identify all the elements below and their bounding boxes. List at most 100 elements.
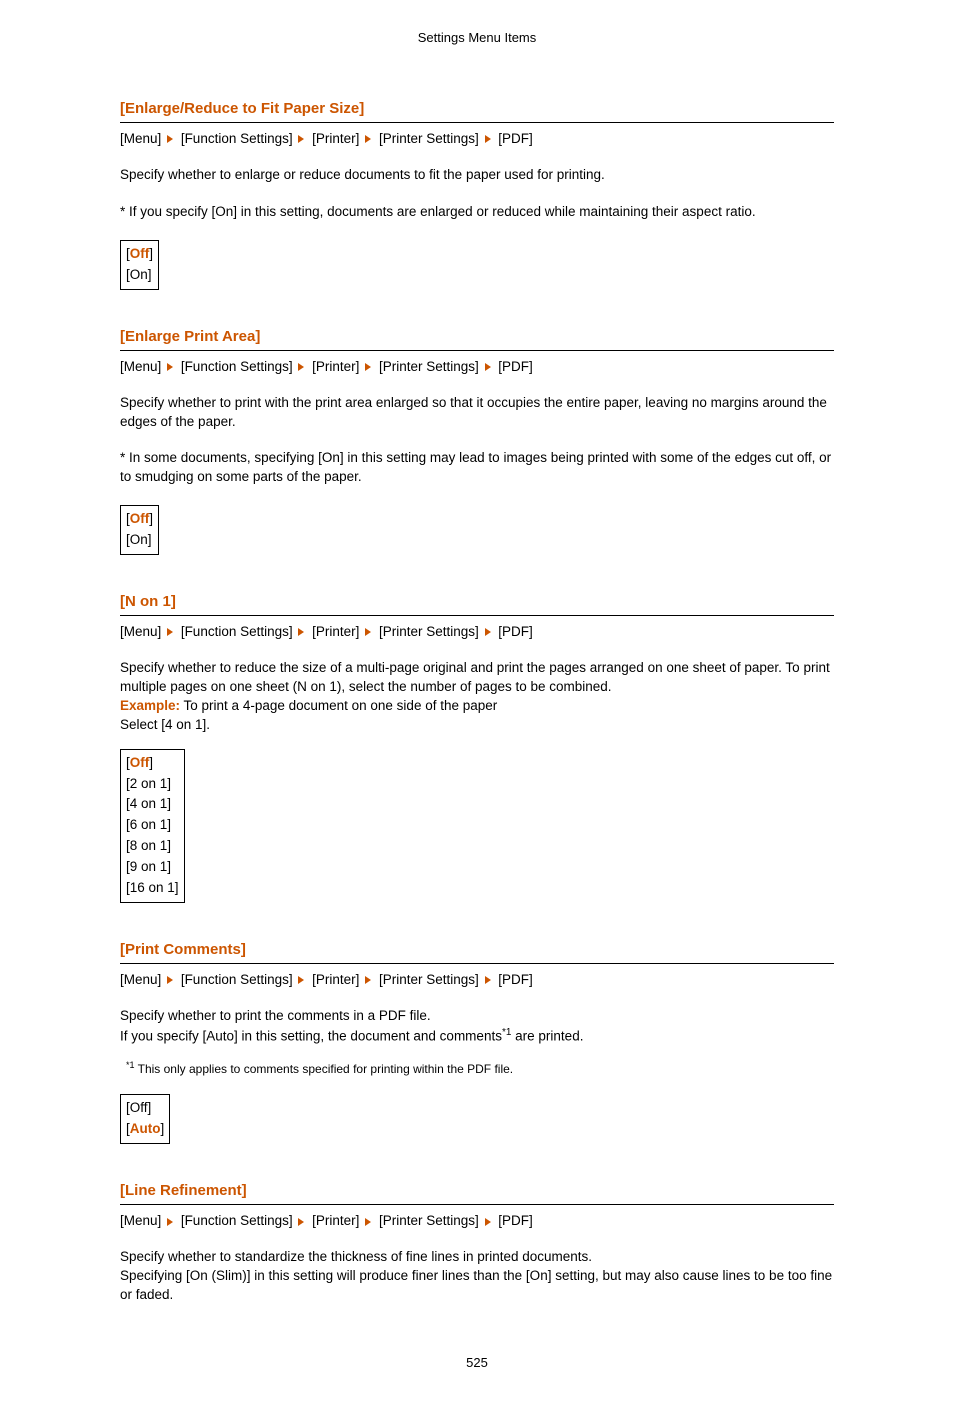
breadcrumb: [Menu] [Function Settings] [Printer] [Pr… [120, 131, 834, 146]
bc-item: [Printer Settings] [379, 131, 479, 146]
option-item: [9 on 1] [126, 857, 179, 878]
description: Specify whether to print the comments in… [120, 1007, 834, 1046]
content-area: [Enlarge/Reduce to Fit Paper Size] [Menu… [0, 100, 954, 1305]
options-box: [Off] [On] [120, 240, 159, 290]
footnote-ref: *1 [502, 1027, 511, 1038]
breadcrumb: [Menu] [Function Settings] [Printer] [Pr… [120, 359, 834, 374]
section-enlarge-area: [Enlarge Print Area] [Menu] [Function Se… [120, 328, 834, 563]
chevron-right-icon [167, 1218, 173, 1226]
bc-item: [Printer Settings] [379, 972, 479, 987]
section-n-on-1: [N on 1] [Menu] [Function Settings] [Pri… [120, 593, 834, 911]
note: * In some documents, specifying [On] in … [120, 449, 834, 487]
bc-item: [Printer Settings] [379, 359, 479, 374]
note: * If you specify [On] in this setting, d… [120, 203, 834, 222]
bc-item: [Printer] [312, 972, 359, 987]
bc-item: [PDF] [498, 972, 533, 987]
bc-item: [Printer] [312, 359, 359, 374]
chevron-right-icon [485, 1218, 491, 1226]
page-header: Settings Menu Items [0, 30, 954, 45]
chevron-right-icon [365, 976, 371, 984]
bc-item: [Printer Settings] [379, 1213, 479, 1228]
bc-item: [Printer] [312, 131, 359, 146]
section-line-refinement: [Line Refinement] [Menu] [Function Setti… [120, 1182, 834, 1305]
bc-item: [Function Settings] [181, 131, 293, 146]
chevron-right-icon [167, 135, 173, 143]
options-box: [Off] [On] [120, 505, 159, 555]
breadcrumb: [Menu] [Function Settings] [Printer] [Pr… [120, 1213, 834, 1228]
bc-item: [PDF] [498, 1213, 533, 1228]
chevron-right-icon [485, 628, 491, 636]
option-item: [On] [126, 265, 153, 286]
chevron-right-icon [167, 363, 173, 371]
bc-item: [Function Settings] [181, 624, 293, 639]
bc-item: [PDF] [498, 359, 533, 374]
breadcrumb: [Menu] [Function Settings] [Printer] [Pr… [120, 972, 834, 987]
option-item: [2 on 1] [126, 774, 179, 795]
section-title: [Enlarge/Reduce to Fit Paper Size] [120, 100, 834, 123]
section-enlarge-reduce: [Enlarge/Reduce to Fit Paper Size] [Menu… [120, 100, 834, 298]
chevron-right-icon [485, 363, 491, 371]
desc-text: Specify whether to reduce the size of a … [120, 660, 830, 694]
option-item: [4 on 1] [126, 794, 179, 815]
desc-line1: Specify whether to print the comments in… [120, 1008, 431, 1023]
chevron-right-icon [298, 1218, 304, 1226]
description: Specify whether to reduce the size of a … [120, 659, 834, 735]
chevron-right-icon [365, 135, 371, 143]
option-default: [Off] [126, 244, 153, 265]
chevron-right-icon [298, 363, 304, 371]
bc-item: [Function Settings] [181, 1213, 293, 1228]
bc-item: [Function Settings] [181, 359, 293, 374]
bc-item: [PDF] [498, 131, 533, 146]
chevron-right-icon [485, 976, 491, 984]
options-box: [Off] [Auto] [120, 1094, 170, 1144]
desc-line2: Specifying [On (Slim)] in this setting w… [120, 1268, 832, 1302]
footnote-text: This only applies to comments specified … [135, 1062, 514, 1076]
description: Specify whether to print with the print … [120, 394, 834, 432]
bc-item: [Menu] [120, 131, 161, 146]
chevron-right-icon [298, 135, 304, 143]
desc-line2a: If you specify [Auto] in this setting, t… [120, 1028, 502, 1043]
footnote: *1 This only applies to comments specifi… [126, 1060, 834, 1076]
option-item: [6 on 1] [126, 815, 179, 836]
chevron-right-icon [298, 628, 304, 636]
desc-line2b: are printed. [511, 1028, 583, 1043]
bc-item: [Function Settings] [181, 972, 293, 987]
option-default: [Auto] [126, 1119, 164, 1140]
option-item: [Off] [126, 1098, 164, 1119]
section-print-comments: [Print Comments] [Menu] [Function Settin… [120, 941, 834, 1152]
chevron-right-icon [167, 628, 173, 636]
example-line2: Select [4 on 1]. [120, 717, 210, 732]
bc-item: [Menu] [120, 1213, 161, 1228]
chevron-right-icon [365, 363, 371, 371]
bc-item: [Menu] [120, 972, 161, 987]
description: Specify whether to enlarge or reduce doc… [120, 166, 834, 185]
section-title: [Enlarge Print Area] [120, 328, 834, 351]
bc-item: [Menu] [120, 359, 161, 374]
bc-item: [Printer Settings] [379, 624, 479, 639]
example-label: Example: [120, 698, 180, 713]
chevron-right-icon [485, 135, 491, 143]
section-title: [Print Comments] [120, 941, 834, 964]
option-default: [Off] [126, 753, 179, 774]
bc-item: [Printer] [312, 1213, 359, 1228]
bc-item: [Menu] [120, 624, 161, 639]
page-number: 525 [0, 1355, 954, 1370]
option-default: [Off] [126, 509, 153, 530]
description: Specify whether to standardize the thick… [120, 1248, 834, 1305]
desc-line1: Specify whether to standardize the thick… [120, 1249, 592, 1264]
options-box: [Off] [2 on 1] [4 on 1] [6 on 1] [8 on 1… [120, 749, 185, 903]
header-title: Settings Menu Items [418, 30, 537, 45]
bc-item: [PDF] [498, 624, 533, 639]
section-title: [Line Refinement] [120, 1182, 834, 1205]
chevron-right-icon [298, 976, 304, 984]
breadcrumb: [Menu] [Function Settings] [Printer] [Pr… [120, 624, 834, 639]
option-item: [On] [126, 530, 153, 551]
chevron-right-icon [365, 628, 371, 636]
section-title: [N on 1] [120, 593, 834, 616]
option-item: [8 on 1] [126, 836, 179, 857]
footnote-marker: *1 [126, 1060, 135, 1070]
example-text: To print a 4-page document on one side o… [180, 698, 497, 713]
option-item: [16 on 1] [126, 878, 179, 899]
chevron-right-icon [365, 1218, 371, 1226]
chevron-right-icon [167, 976, 173, 984]
